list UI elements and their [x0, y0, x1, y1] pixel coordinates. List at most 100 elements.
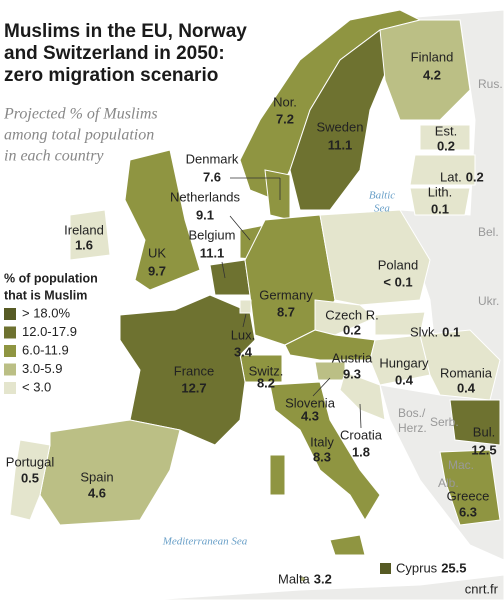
france [119, 294, 256, 446]
other-country: Rus. [478, 77, 503, 91]
country-name: Austria [332, 350, 373, 365]
malta-marker [301, 577, 305, 581]
legend-label: 12.0-17.9 [22, 324, 77, 339]
legend-swatch [4, 345, 16, 357]
luxembourg [239, 299, 252, 314]
country-value: 25.5 [441, 560, 466, 575]
other-country: Mac. [448, 458, 474, 472]
sea-label: Sea [374, 203, 390, 215]
title: Muslims in the EU, Norway [4, 21, 247, 42]
poland [319, 209, 431, 306]
cyprus-marker [380, 563, 391, 574]
country-value: 11.1 [200, 245, 225, 260]
legend-swatch [4, 308, 16, 320]
subtitle: among total population [4, 127, 154, 144]
country-name: Hungary [379, 355, 429, 370]
country-name: Slvk. [410, 324, 438, 339]
latvia [409, 154, 476, 186]
country-value: 0.2 [466, 169, 484, 184]
land [9, 9, 504, 600]
country-name: Croatia [340, 427, 383, 442]
country-name: Italy [310, 434, 334, 449]
country-value: 7.2 [276, 111, 294, 126]
country-name: France [174, 363, 214, 378]
country-value: 12.5 [471, 442, 496, 457]
country-name: Sweden [317, 119, 364, 134]
country-name: Est. [435, 123, 457, 138]
italy [269, 381, 381, 521]
country-name: Spain [80, 469, 113, 484]
country-name: Denmark [186, 151, 239, 166]
sweden [289, 29, 396, 211]
country-name: Ireland [64, 222, 104, 237]
country-name: Germany [259, 287, 313, 302]
leader [221, 261, 226, 279]
country-value: 0.1 [442, 324, 460, 339]
country-value: 0.2 [437, 138, 455, 153]
country-name: Finland [411, 49, 454, 64]
bulgaria [449, 399, 501, 446]
sicily [329, 534, 366, 556]
country-name: Portugal [6, 454, 55, 469]
country-value: 0.4 [457, 380, 476, 395]
denmark [264, 169, 291, 221]
country-value: < 0.1 [383, 274, 412, 289]
legend-swatch [4, 382, 16, 394]
country-name: Poland [378, 257, 418, 272]
other-country: Ukr. [478, 294, 499, 308]
country-name: Belgium [189, 227, 236, 242]
other-country: Alb. [438, 476, 459, 490]
legend-title: that is Muslim [4, 288, 87, 302]
country-value: 4.3 [301, 408, 319, 423]
country-name: Bul. [473, 424, 495, 439]
belgium [209, 259, 251, 296]
country-value: 8.2 [257, 375, 275, 390]
finland [379, 19, 471, 121]
croatia [339, 371, 386, 421]
czech [314, 299, 376, 336]
subtitle: Projected % of Muslims [3, 106, 158, 123]
estonia [419, 124, 471, 151]
ireland [69, 209, 111, 261]
country-name: Lat. [440, 169, 462, 184]
africa [149, 574, 504, 600]
watermark: cnrt.fr [465, 581, 499, 596]
hungary [369, 334, 431, 386]
title: zero migration scenario [4, 65, 218, 86]
country-value: 1.6 [75, 237, 93, 252]
title: and Switzerland in 2050: [4, 43, 225, 64]
country-value: 8.7 [277, 304, 295, 319]
country-name: Nor. [273, 94, 297, 109]
country-name: Czech R. [325, 307, 378, 322]
uk [124, 149, 201, 291]
legend-swatch [4, 326, 16, 339]
leader [242, 313, 247, 328]
portugal [9, 439, 51, 521]
country-value: 0.5 [21, 470, 39, 485]
leader [359, 403, 362, 429]
country-value: 0.1 [431, 201, 449, 216]
country-value: 12.7 [181, 380, 206, 395]
country-value: 4.2 [423, 67, 441, 82]
country-value: 8.3 [313, 449, 331, 464]
legend-label: 3.0-5.9 [22, 361, 62, 376]
country-name: Netherlands [170, 189, 241, 204]
subtitle: in each country [4, 148, 104, 165]
greece [439, 449, 501, 526]
legend-title: % of population [4, 271, 98, 285]
country-name: Slovenia [285, 395, 336, 410]
country-name: Lux. [231, 327, 256, 342]
country-name: Cyprus [396, 560, 438, 575]
lithuania [409, 187, 471, 216]
country-name: Lith. [428, 184, 453, 199]
leader [312, 377, 331, 397]
sardinia [269, 454, 286, 496]
country-value: 9.7 [148, 263, 166, 278]
country-value: 9.3 [343, 366, 361, 381]
legend-label: < 3.0 [22, 379, 51, 394]
country-value: 3.2 [314, 571, 332, 586]
country-name: Malta [278, 571, 311, 586]
sea-label: Mediterranean Sea [162, 536, 248, 548]
